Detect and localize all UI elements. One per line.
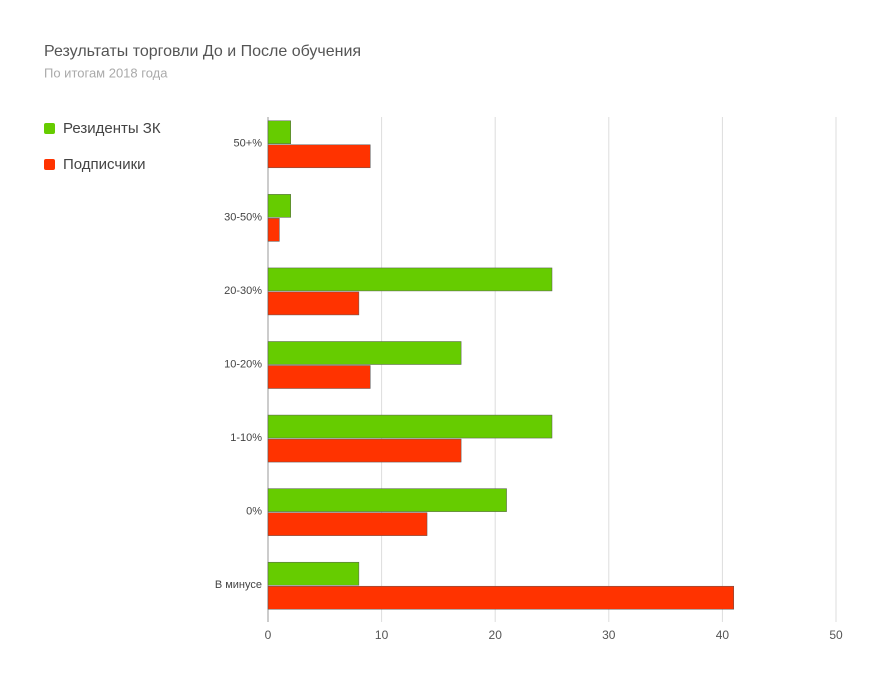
bar [267,561,360,586]
y-tick-label: 0% [246,506,262,518]
x-tick-label: 30 [602,628,616,642]
y-tick-label: 50+% [234,138,263,150]
bar [267,120,291,145]
x-tick-label: 10 [375,628,389,642]
chart-subtitle: По итогам 2018 года [44,65,168,80]
y-tick-label: 30-50% [224,211,262,223]
y-tick-label: 20-30% [224,285,262,297]
bar [267,512,428,536]
chart-title: Результаты торговли До и После обучения [44,43,361,60]
bar [267,585,735,610]
y-tick-label: 10-20% [224,358,262,370]
bar [267,144,371,169]
bar [267,488,507,512]
bar [267,194,291,218]
bar [267,341,462,365]
x-tick-label: 0 [265,628,272,642]
bar [267,414,553,439]
bar [267,291,360,316]
bar [267,365,371,389]
legend-label: Подписчики [63,156,146,173]
legend-swatch [44,123,55,134]
x-tick-label: 40 [716,628,730,642]
x-tick-label: 50 [829,628,843,642]
bar [267,267,553,292]
y-tick-label: 1-10% [230,432,262,444]
y-tick-label: В минусе [215,579,262,591]
x-tick-label: 20 [489,628,503,642]
legend-swatch [44,159,55,170]
legend-label: Резиденты ЗК [63,120,161,137]
bar [267,438,462,463]
bar [267,218,280,242]
